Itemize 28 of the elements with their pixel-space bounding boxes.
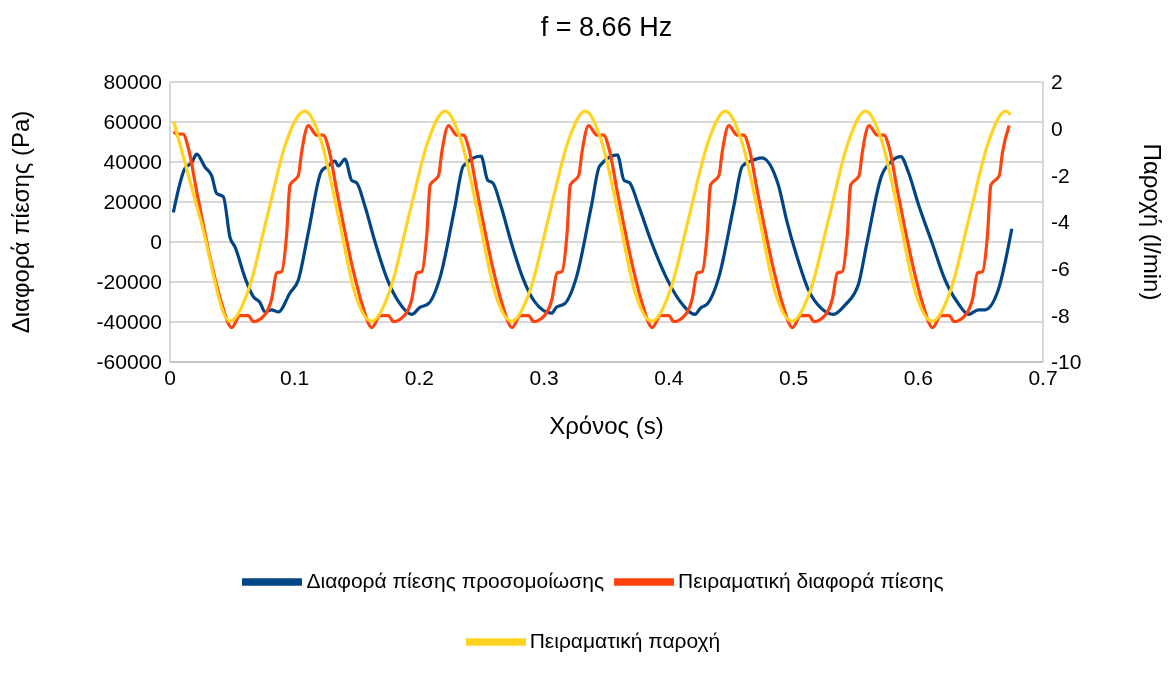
y2-tick-label: -2: [1051, 163, 1070, 187]
y2-tick-label: -4: [1051, 210, 1070, 234]
legend-label: Διαφορά πίεσης προσομοίωσης: [306, 568, 605, 592]
x-tick-label: 0.1: [280, 365, 310, 389]
y-tick-label: 60000: [103, 110, 162, 134]
y2-tick-label: -6: [1051, 257, 1070, 281]
x-tick-label: 0.5: [778, 365, 809, 389]
y-tick-label: 0: [150, 230, 162, 254]
y2-tick-label: -8: [1051, 303, 1070, 327]
y2-tick-label: 0: [1051, 117, 1063, 141]
line-series: [171, 152, 1014, 316]
x-tick-label: 0.4: [654, 365, 684, 389]
y-tick-label: -60000: [96, 350, 162, 374]
y-tick-label: -20000: [96, 270, 162, 294]
x-tick-label: 0.2: [404, 365, 435, 389]
y-axis-title: Διαφορά πίεσης (Pa): [6, 110, 34, 334]
y-tick-label: 20000: [103, 190, 162, 214]
x-tick-label: 0.6: [903, 365, 933, 389]
y-tick-label: 40000: [103, 150, 162, 174]
y2-tick-label: 2: [1051, 70, 1063, 94]
y-tick-label: -40000: [96, 310, 162, 334]
x-axis-title: Χρόνος (s): [549, 412, 664, 439]
x-tick-label: 0.3: [529, 365, 559, 389]
y2-axis-title: Παροχή (l/min): [1139, 143, 1167, 301]
legend-label: Πειραματική παροχή: [529, 628, 721, 652]
legend-label: Πειραματική διαφορά πίεσης: [678, 568, 944, 592]
chart-title: f = 8.66 Hz: [539, 12, 674, 43]
y-tick-label: 80000: [103, 70, 162, 94]
